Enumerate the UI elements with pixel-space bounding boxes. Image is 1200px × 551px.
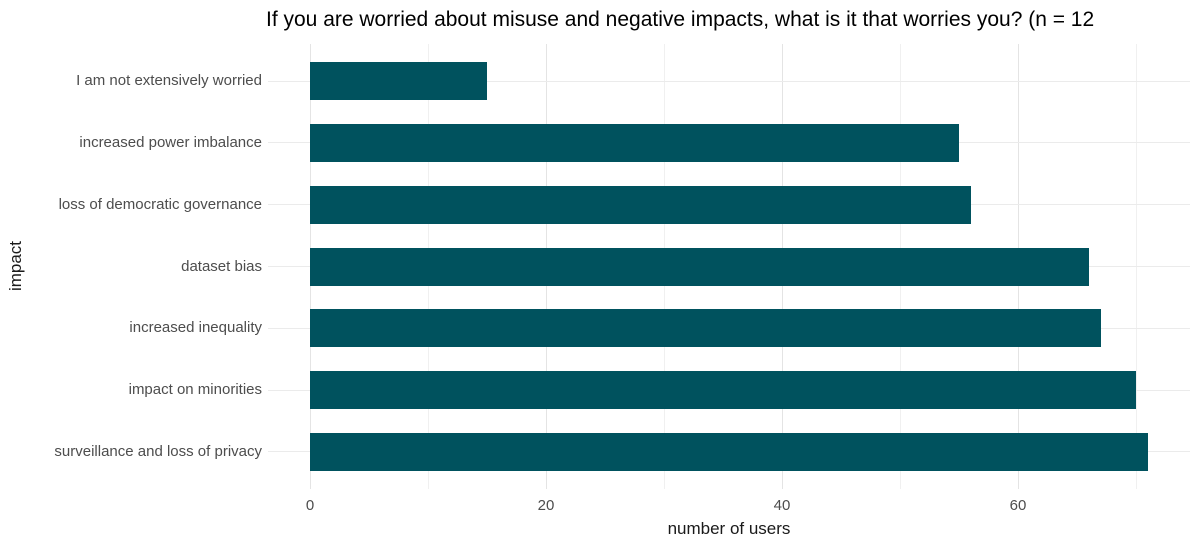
y-tick-label: loss of democratic governance [58, 195, 262, 213]
y-tick-label: dataset bias [181, 257, 262, 275]
y-tick-label: surveillance and loss of privacy [54, 442, 262, 460]
x-axis-title: number of users [667, 519, 791, 538]
x-tick-label: 40 [773, 497, 791, 514]
x-tick-label: 0 [305, 497, 315, 514]
bar [310, 371, 1136, 410]
bar [310, 62, 487, 101]
bar [310, 247, 1089, 286]
bar [310, 123, 959, 162]
y-tick-label: impact on minorities [128, 381, 262, 399]
chart-title: If you are worried about misuse and nega… [266, 8, 1095, 31]
bar [310, 432, 1148, 471]
y-tick-label: I am not extensively worried [76, 72, 262, 90]
x-tick-label: 20 [537, 497, 555, 514]
y-tick-label: increased inequality [129, 319, 262, 337]
bar [310, 309, 1101, 348]
y-tick-label: increased power imbalance [79, 133, 262, 151]
x-tick-label: 60 [1009, 497, 1027, 514]
category-gridline [268, 80, 1190, 82]
bar [310, 185, 971, 224]
